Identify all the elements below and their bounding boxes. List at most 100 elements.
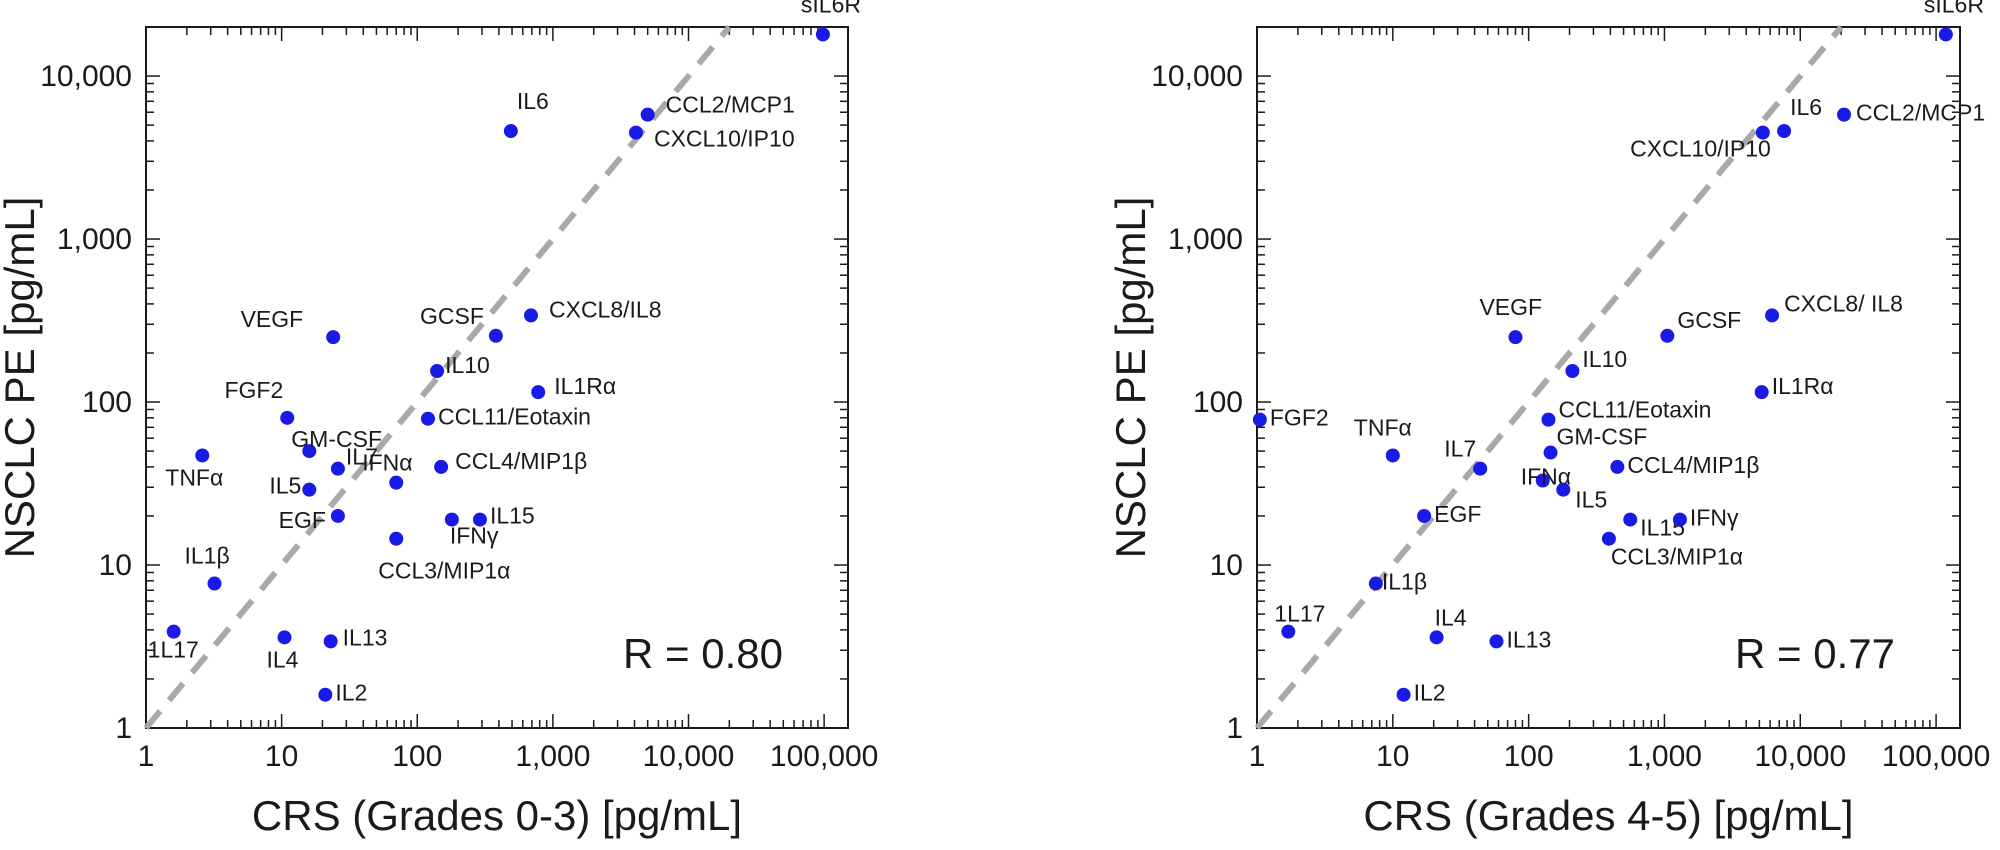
point-label-il6: IL6 [517,88,549,114]
data-point-il4 [1429,630,1444,645]
point-label-1l17: 1L17 [1274,601,1325,627]
data-point-cxcl10-ip10 [628,125,643,140]
y-tick-label: 10 [99,549,132,582]
data-point-fgf2 [280,410,295,425]
x-tick-label: 100,000 [770,740,878,773]
y-tick-label: 10,000 [1151,60,1243,93]
data-point-tnf [195,448,210,463]
point-label-gm-csf: GM-CSF [1557,424,1648,450]
point-label-egf: EGF [1434,501,1481,527]
point-label-ccl4-mip1: CCL4/MIP1β [1627,452,1759,478]
point-label-il7: IL7 [1444,436,1476,462]
x-tick-label: 100 [392,740,442,773]
data-point-fgf2 [1252,412,1267,427]
identity-reference-line [143,25,732,730]
data-point-vegf [326,330,341,345]
x-tick-label: 1 [138,740,155,773]
point-label-ifn: IFNγ [1690,505,1739,531]
data-point-sil6r [815,27,830,42]
plot-frame [145,26,849,729]
data-point-ccl11-eotaxin [420,411,435,426]
x-tick-label: 100,000 [1882,740,1990,773]
point-label-il15: IL15 [490,503,535,529]
point-label-fgf2: FGF2 [1270,405,1329,431]
point-label-vegf: VEGF [241,306,304,332]
point-label-il1r: IL1Rα [554,373,616,399]
y-axis-title: NSCLC PE [pg/mL] [1107,197,1154,559]
correlation-annotation: R = 0.77 [1735,630,1895,677]
data-point-ifn [1672,512,1687,527]
x-tick-label: 100 [1504,740,1554,773]
correlation-annotation: R = 0.80 [623,630,783,677]
point-label-cxcl8-il8: CXCL8/ IL8 [1784,290,1903,316]
point-label-il2: IL2 [335,680,367,706]
data-point-cxcl8-il8 [1765,308,1780,323]
point-label-il4: IL4 [1435,604,1467,630]
point-label-ccl2-mcp1: CCL2/MCP1 [1856,100,1985,126]
plot-frame [1256,26,1961,729]
point-label-1l17: 1L17 [148,637,199,663]
x-tick-label: 1,000 [515,740,590,773]
point-label-vegf: VEGF [1479,294,1542,320]
data-point-il2 [1396,687,1411,702]
y-tick-label: 1 [115,712,132,745]
identity-reference-line [1254,25,1844,730]
data-point-cxcl10-ip10 [1755,125,1770,140]
point-label-gcsf: GCSF [420,303,484,329]
point-label-il4: IL4 [267,646,299,672]
data-point-1l17 [166,624,181,639]
y-tick-label: 1 [1226,712,1243,745]
data-point-il10 [1565,364,1580,379]
point-label-sil6r: sIL6R [801,0,861,17]
data-point-ifn [389,475,404,490]
data-point-il2 [318,687,333,702]
data-point-tnf [1385,448,1400,463]
point-label-ifn: IFNγ [450,523,499,549]
point-label-cxcl10-ip10: CXCL10/IP10 [654,126,795,152]
data-point-ifn [444,512,459,527]
point-label-tnf: TNFα [165,464,223,490]
point-label-il7: IL7 [346,444,378,470]
data-point-sil6r [1938,27,1953,42]
data-point-il10 [430,364,445,379]
data-point-1l17 [1281,624,1296,639]
data-point-ccl11-eotaxin [1541,412,1556,427]
point-label-ccl2-mcp1: CCL2/MCP1 [666,92,795,118]
data-point-cxcl8-il8 [524,308,539,323]
data-point-il6 [1777,124,1792,139]
data-point-il5 [1556,482,1571,497]
point-label-il5: IL5 [1575,487,1607,513]
x-tick-label: 10,000 [643,740,735,773]
y-tick-label: 1,000 [1168,223,1243,256]
data-point-il15 [472,512,487,527]
point-label-ccl3-mip1: CCL3/MIP1α [1611,544,1743,570]
data-point-egf [1417,508,1432,523]
point-label-sil6r: sIL6R [1924,0,1984,17]
point-label-il10: IL10 [445,352,490,378]
data-point-il7 [330,461,345,476]
data-point-gcsf [488,328,503,343]
data-point-ccl4-mip1 [434,459,449,474]
x-tick-label: 10 [1376,740,1409,773]
y-tick-label: 10,000 [40,60,132,93]
point-label-cxcl8-il8: CXCL8/IL8 [549,296,662,322]
data-point-egf [330,508,345,523]
point-label-gcsf: GCSF [1677,307,1741,333]
point-label-ccl4-mip1: CCL4/MIP1β [455,448,587,474]
data-point-ccl4-mip1 [1610,459,1625,474]
point-label-ccl3-mip1: CCL3/MIP1α [378,558,510,584]
data-point-il4 [277,630,292,645]
x-tick-label: 1,000 [1627,740,1702,773]
data-point-ccl3-mip1 [389,531,404,546]
data-point-ccl2-mcp1 [1837,107,1852,122]
point-label-cxcl10-ip10: CXCL10/IP10 [1630,136,1771,162]
point-label-il10: IL10 [1582,346,1627,372]
point-label-il2: IL2 [1414,680,1446,706]
data-point-il13 [1489,634,1504,649]
data-point-ifn [1535,473,1550,488]
point-label-tnf: TNFα [1354,414,1412,440]
point-label-il1: IL1β [1382,569,1427,595]
point-label-il13: IL13 [1507,626,1552,652]
point-label-il1: IL1β [185,543,230,569]
